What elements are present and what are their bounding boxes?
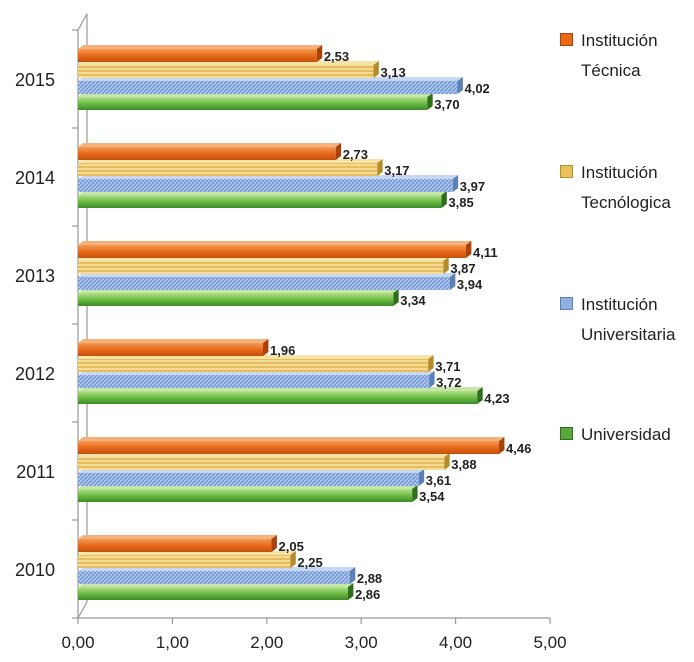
x-tick-label: 0,00 [61, 633, 94, 652]
x-tick-label: 4,00 [439, 633, 472, 652]
x-tick-label: 1,00 [156, 633, 189, 652]
legend-swatch [560, 165, 573, 178]
data-label: 1,96 [270, 343, 295, 358]
data-label: 2,88 [357, 571, 382, 586]
data-label: 3,88 [451, 457, 476, 472]
legend-item: Institución Universitaria [560, 290, 694, 350]
bar [78, 159, 383, 176]
category-label: 2011 [16, 462, 55, 482]
data-label: 2,86 [355, 587, 380, 602]
category-label: 2010 [15, 560, 55, 580]
bar [78, 371, 435, 388]
category-label: 2012 [15, 364, 55, 384]
bar [78, 257, 449, 274]
data-label: 2,53 [324, 49, 349, 64]
bar [78, 143, 341, 160]
legend-item: Institución Técnica [560, 26, 694, 86]
data-label: 3,97 [460, 179, 485, 194]
bar [78, 387, 483, 404]
x-tick-label: 2,00 [250, 633, 283, 652]
legend-label: Universidad [581, 420, 694, 450]
category-label: 2013 [15, 266, 55, 286]
bar [78, 469, 424, 486]
data-label: 3,85 [448, 195, 473, 210]
data-label: 3,17 [384, 163, 409, 178]
data-label: 3,71 [435, 359, 460, 374]
bar [78, 583, 353, 600]
bar [78, 93, 433, 110]
data-label: 4,23 [484, 391, 509, 406]
bar [78, 45, 322, 62]
bar [78, 485, 418, 502]
data-label: 3,54 [419, 489, 445, 504]
data-label: 4,46 [506, 441, 531, 456]
legend-label: Institución Universitaria [581, 290, 694, 350]
data-label: 3,61 [426, 473, 451, 488]
bar [78, 273, 455, 290]
data-label: 3,13 [380, 65, 405, 80]
bar [78, 437, 504, 454]
bar [78, 191, 447, 208]
axis-lines [78, 30, 550, 618]
bar [78, 339, 268, 356]
bar [78, 355, 434, 372]
legend-label: Institución Técnica [581, 26, 694, 86]
legend-label: Institución Tecnólogica [581, 158, 694, 218]
data-label: 3,94 [457, 277, 483, 292]
bar [78, 289, 399, 306]
bar [78, 535, 277, 552]
bar [78, 453, 450, 470]
x-tick-label: 3,00 [345, 633, 378, 652]
data-label: 2,73 [343, 147, 368, 162]
data-label: 3,87 [450, 261, 475, 276]
legend-item: Institución Tecnólogica [560, 158, 694, 218]
legend-swatch [560, 427, 573, 440]
data-label: 3,70 [434, 97, 459, 112]
bar [78, 241, 471, 258]
data-label: 4,02 [464, 81, 489, 96]
data-label: 3,72 [436, 375, 461, 390]
data-label: 2,25 [297, 555, 322, 570]
data-label: 2,05 [279, 539, 304, 554]
legend-swatch [560, 33, 573, 46]
legend-swatch [560, 297, 573, 310]
category-label: 2015 [15, 70, 55, 90]
data-label: 4,11 [473, 245, 498, 260]
legend-item: Universidad [560, 420, 694, 450]
category-label: 2014 [15, 168, 55, 188]
data-label: 3,34 [400, 293, 426, 308]
bar [78, 551, 296, 568]
legend: Institución Técnica Institución Tecnólogica… [560, 0, 694, 662]
